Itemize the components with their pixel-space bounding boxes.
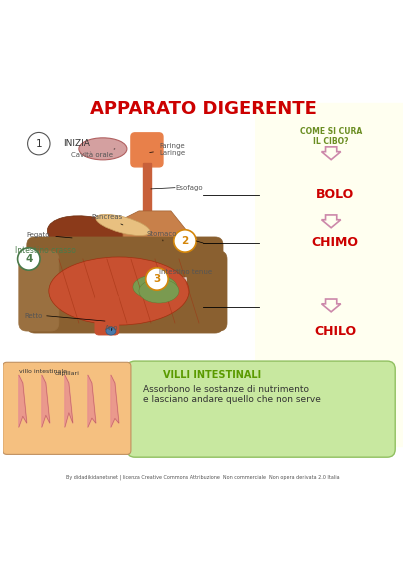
FancyBboxPatch shape xyxy=(127,361,394,457)
Polygon shape xyxy=(111,375,119,427)
FancyBboxPatch shape xyxy=(254,103,405,447)
Text: Stomaco: Stomaco xyxy=(147,231,177,241)
Circle shape xyxy=(28,132,50,155)
Text: Faringe
Laringe: Faringe Laringe xyxy=(149,143,185,156)
FancyBboxPatch shape xyxy=(95,295,119,335)
Ellipse shape xyxy=(132,275,177,299)
Text: COME SI CURA
IL CIBO?: COME SI CURA IL CIBO? xyxy=(299,127,361,146)
FancyBboxPatch shape xyxy=(130,133,162,167)
FancyBboxPatch shape xyxy=(27,293,222,333)
Text: capillari: capillari xyxy=(55,371,79,376)
Polygon shape xyxy=(143,163,151,211)
Polygon shape xyxy=(123,211,187,263)
Text: villo intestinale: villo intestinale xyxy=(19,368,67,374)
Ellipse shape xyxy=(106,327,115,335)
Text: Ano: Ano xyxy=(104,325,118,331)
Text: 4: 4 xyxy=(25,254,32,264)
FancyBboxPatch shape xyxy=(187,251,226,331)
Circle shape xyxy=(145,268,168,290)
Ellipse shape xyxy=(49,257,188,325)
Polygon shape xyxy=(42,375,50,427)
Text: APPARATO DIGERENTE: APPARATO DIGERENTE xyxy=(90,100,315,118)
Text: Cavità orale: Cavità orale xyxy=(71,149,115,158)
Text: Retto: Retto xyxy=(25,313,43,319)
Text: BOLO: BOLO xyxy=(315,188,354,201)
Ellipse shape xyxy=(79,138,127,160)
Ellipse shape xyxy=(115,263,171,287)
Text: Assorbono le sostanze di nutrimento: Assorbono le sostanze di nutrimento xyxy=(143,385,308,393)
Ellipse shape xyxy=(47,216,134,258)
Polygon shape xyxy=(19,375,27,427)
Text: e lasciano andare quello che non serve: e lasciano andare quello che non serve xyxy=(143,395,320,404)
Text: Pancreas: Pancreas xyxy=(91,214,123,225)
Polygon shape xyxy=(87,375,96,427)
Text: 2: 2 xyxy=(181,236,188,246)
Circle shape xyxy=(17,248,40,270)
Text: CHIMO: CHIMO xyxy=(311,237,358,250)
Text: INIZIA: INIZIA xyxy=(63,139,90,148)
Text: Fegato: Fegato xyxy=(27,232,72,238)
Text: Esofago: Esofago xyxy=(175,185,202,191)
Text: VILLI INTESTINALI: VILLI INTESTINALI xyxy=(162,370,260,380)
Text: By didadikidanetsnet | licenza Creative Commons Attribuzione  Non commerciale  N: By didadikidanetsnet | licenza Creative … xyxy=(66,474,339,480)
Ellipse shape xyxy=(139,279,179,303)
Polygon shape xyxy=(65,375,72,427)
Ellipse shape xyxy=(127,271,175,295)
FancyBboxPatch shape xyxy=(27,237,222,277)
FancyBboxPatch shape xyxy=(3,362,130,454)
Text: Intestino tenue: Intestino tenue xyxy=(159,269,211,275)
Text: 3: 3 xyxy=(153,274,160,284)
Ellipse shape xyxy=(121,267,173,291)
Ellipse shape xyxy=(96,215,150,235)
Circle shape xyxy=(173,230,196,252)
FancyBboxPatch shape xyxy=(19,251,59,331)
Text: Intestino crasso: Intestino crasso xyxy=(15,246,75,255)
Text: 1: 1 xyxy=(35,139,42,149)
Text: CHILO: CHILO xyxy=(313,324,355,337)
